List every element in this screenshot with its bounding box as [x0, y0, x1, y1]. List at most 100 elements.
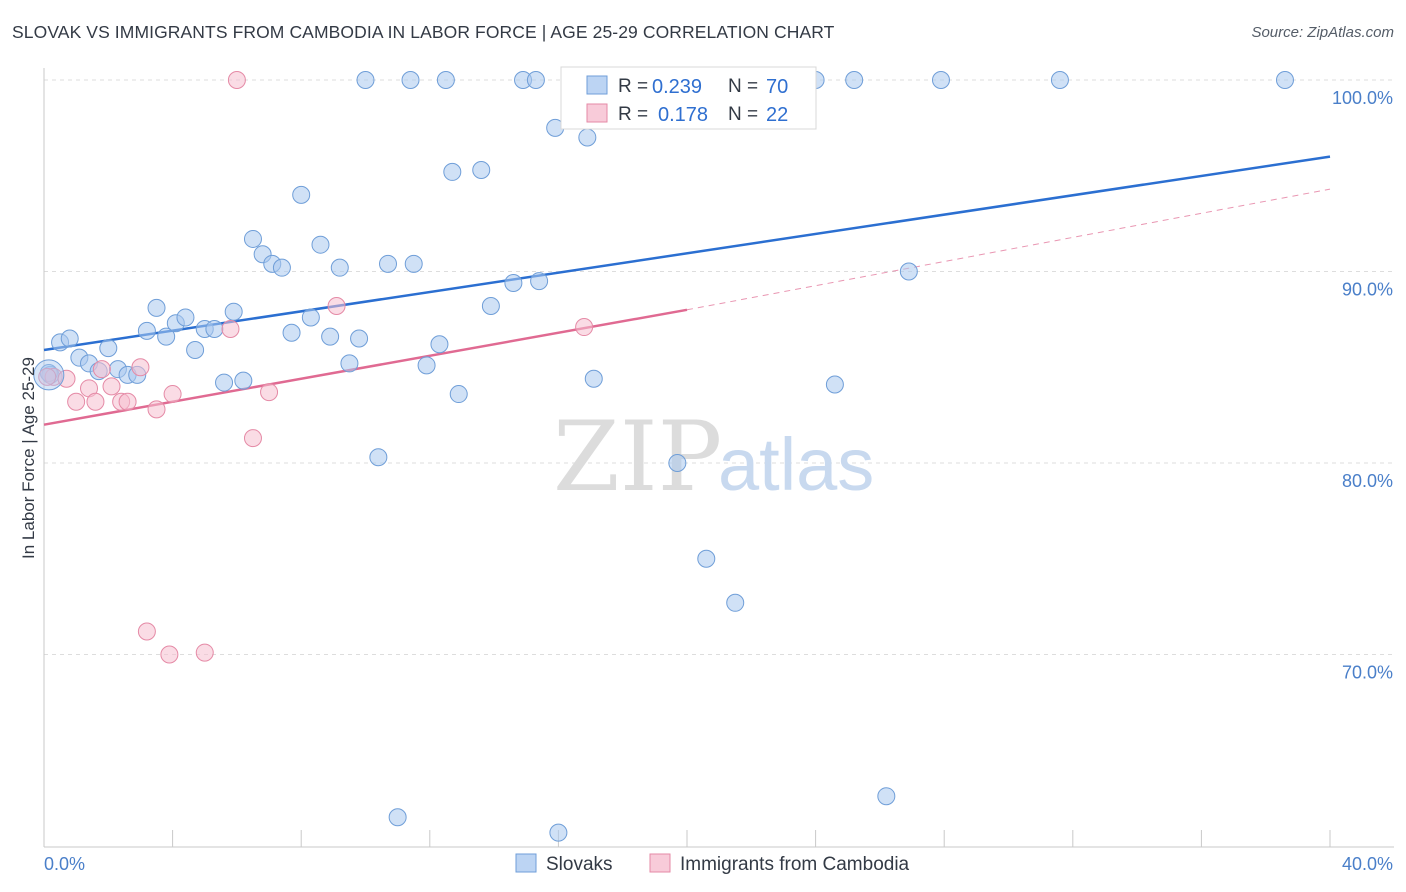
slovaks-point: [147, 298, 166, 317]
watermark-atlas: atlas: [718, 423, 874, 506]
cambodia-point: [160, 645, 179, 664]
bottom-legend-label-slovaks: Slovaks: [546, 854, 613, 875]
source-credit: Source: ZipAtlas.com: [1251, 24, 1394, 41]
slovaks-point: [243, 229, 262, 248]
legend-swatch-cambodia: [586, 103, 608, 123]
legend-n-value-1: 70: [766, 76, 788, 98]
slovaks-point: [526, 71, 545, 89]
slovaks-point: [436, 71, 455, 89]
slovaks-point: [417, 356, 436, 375]
slovaks-point: [404, 254, 423, 273]
tick-labels: 70.0% 80.0% 90.0% 100.0% 0.0% 40.0%: [44, 88, 1393, 874]
legend-r-value-1: 0.239: [652, 76, 702, 98]
slovaks-point: [877, 787, 896, 806]
cambodia-point: [575, 318, 594, 337]
slovaks-trend-line: [43, 155, 1331, 352]
watermark: ZIP atlas: [553, 401, 874, 513]
y-tick-label: 70.0%: [1342, 663, 1393, 683]
y-axis-title: In Labor Force | Age 25-29: [19, 357, 38, 559]
cambodia-point: [131, 358, 150, 377]
slovaks-point: [1050, 71, 1069, 89]
slovaks-point: [176, 308, 195, 327]
cambodia-point: [86, 392, 105, 411]
cambodia-trend-extension: [686, 188, 1331, 311]
slovaks-point: [369, 448, 388, 467]
slovaks-point: [584, 369, 603, 388]
cambodia-point: [67, 392, 86, 411]
slovaks-point: [668, 454, 687, 472]
slovaks-point: [549, 823, 568, 842]
slovaks-point-cluster: [33, 359, 65, 391]
legend-swatch-slovaks: [586, 75, 608, 95]
slovaks-point: [430, 335, 449, 354]
slovaks-point: [449, 385, 468, 404]
chart-title: SLOVAK VS IMMIGRANTS FROM CAMBODIA IN LA…: [12, 22, 835, 42]
cambodia-point: [137, 622, 156, 641]
slovaks-point: [379, 254, 398, 273]
slovaks-point: [697, 549, 716, 568]
slovaks-point: [311, 235, 330, 254]
cambodia-point: [147, 400, 166, 419]
y-tick-label: 100.0%: [1332, 88, 1393, 108]
cambodia-point: [327, 296, 346, 315]
x-tick-label-min: 0.0%: [44, 854, 85, 874]
slovaks-point: [825, 375, 844, 394]
slovaks-point: [350, 329, 369, 348]
cambodia-point: [118, 392, 137, 411]
cambodia-point: [92, 360, 111, 379]
slovaks-point: [157, 327, 176, 346]
cambodia-point: [57, 369, 76, 388]
y-tick-label: 80.0%: [1342, 471, 1393, 491]
slovaks-point: [330, 258, 349, 277]
slovaks-point: [205, 319, 224, 338]
slovaks-point: [234, 371, 253, 390]
series-legend: Slovaks Immigrants from Cambodia: [515, 853, 910, 875]
legend-n-label-2: N =: [728, 104, 758, 125]
cambodia-point: [243, 429, 262, 448]
slovaks-point: [186, 341, 205, 360]
slovaks-point: [272, 258, 291, 277]
slovaks-point: [845, 71, 864, 89]
slovaks-point: [292, 185, 311, 204]
slovaks-point: [282, 323, 301, 342]
grid-lines: [44, 79, 1394, 655]
legend-n-label-1: N =: [728, 76, 758, 97]
slovaks-point: [1275, 71, 1294, 89]
legend-r-label-2: R =: [618, 104, 648, 125]
slovaks-point: [401, 71, 420, 89]
slovaks-point: [340, 354, 359, 373]
cambodia-point: [195, 643, 214, 662]
slovaks-point: [388, 808, 407, 827]
legend-n-value-2: 22: [766, 104, 788, 126]
bottom-legend-swatch-slovaks: [515, 853, 537, 873]
slovaks-point: [443, 162, 462, 181]
slovaks-point: [321, 327, 340, 346]
slovaks-point: [504, 273, 523, 292]
slovaks-point: [224, 302, 243, 321]
slovaks-point: [899, 262, 918, 281]
bottom-legend-label-cambodia: Immigrants from Cambodia: [680, 854, 910, 875]
slovaks-point: [481, 296, 500, 315]
y-tick-label: 90.0%: [1342, 280, 1393, 300]
stats-legend: R = 0.239 N = 70 R = 0.178 N = 22: [560, 66, 817, 130]
cambodia-point: [221, 319, 240, 338]
slovaks-point: [137, 321, 156, 340]
slovaks-point: [60, 329, 79, 348]
slovaks-point: [356, 71, 375, 89]
bottom-legend-swatch-cambodia: [649, 853, 671, 873]
x-tick-label-max: 40.0%: [1342, 854, 1393, 874]
slovaks-point: [215, 373, 234, 392]
slovaks-point: [301, 308, 320, 327]
slovaks-point: [530, 272, 549, 291]
slovaks-point: [931, 71, 950, 89]
slovaks-point: [726, 593, 745, 612]
cambodia-point: [38, 367, 57, 386]
legend-r-label-1: R =: [618, 76, 648, 97]
slovaks-point: [99, 339, 118, 358]
cambodia-point: [102, 377, 121, 396]
watermark-zip: ZIP: [553, 401, 722, 513]
legend-r-value-2: 0.178: [658, 104, 708, 126]
cambodia-point: [163, 385, 182, 404]
cambodia-point: [227, 71, 246, 89]
